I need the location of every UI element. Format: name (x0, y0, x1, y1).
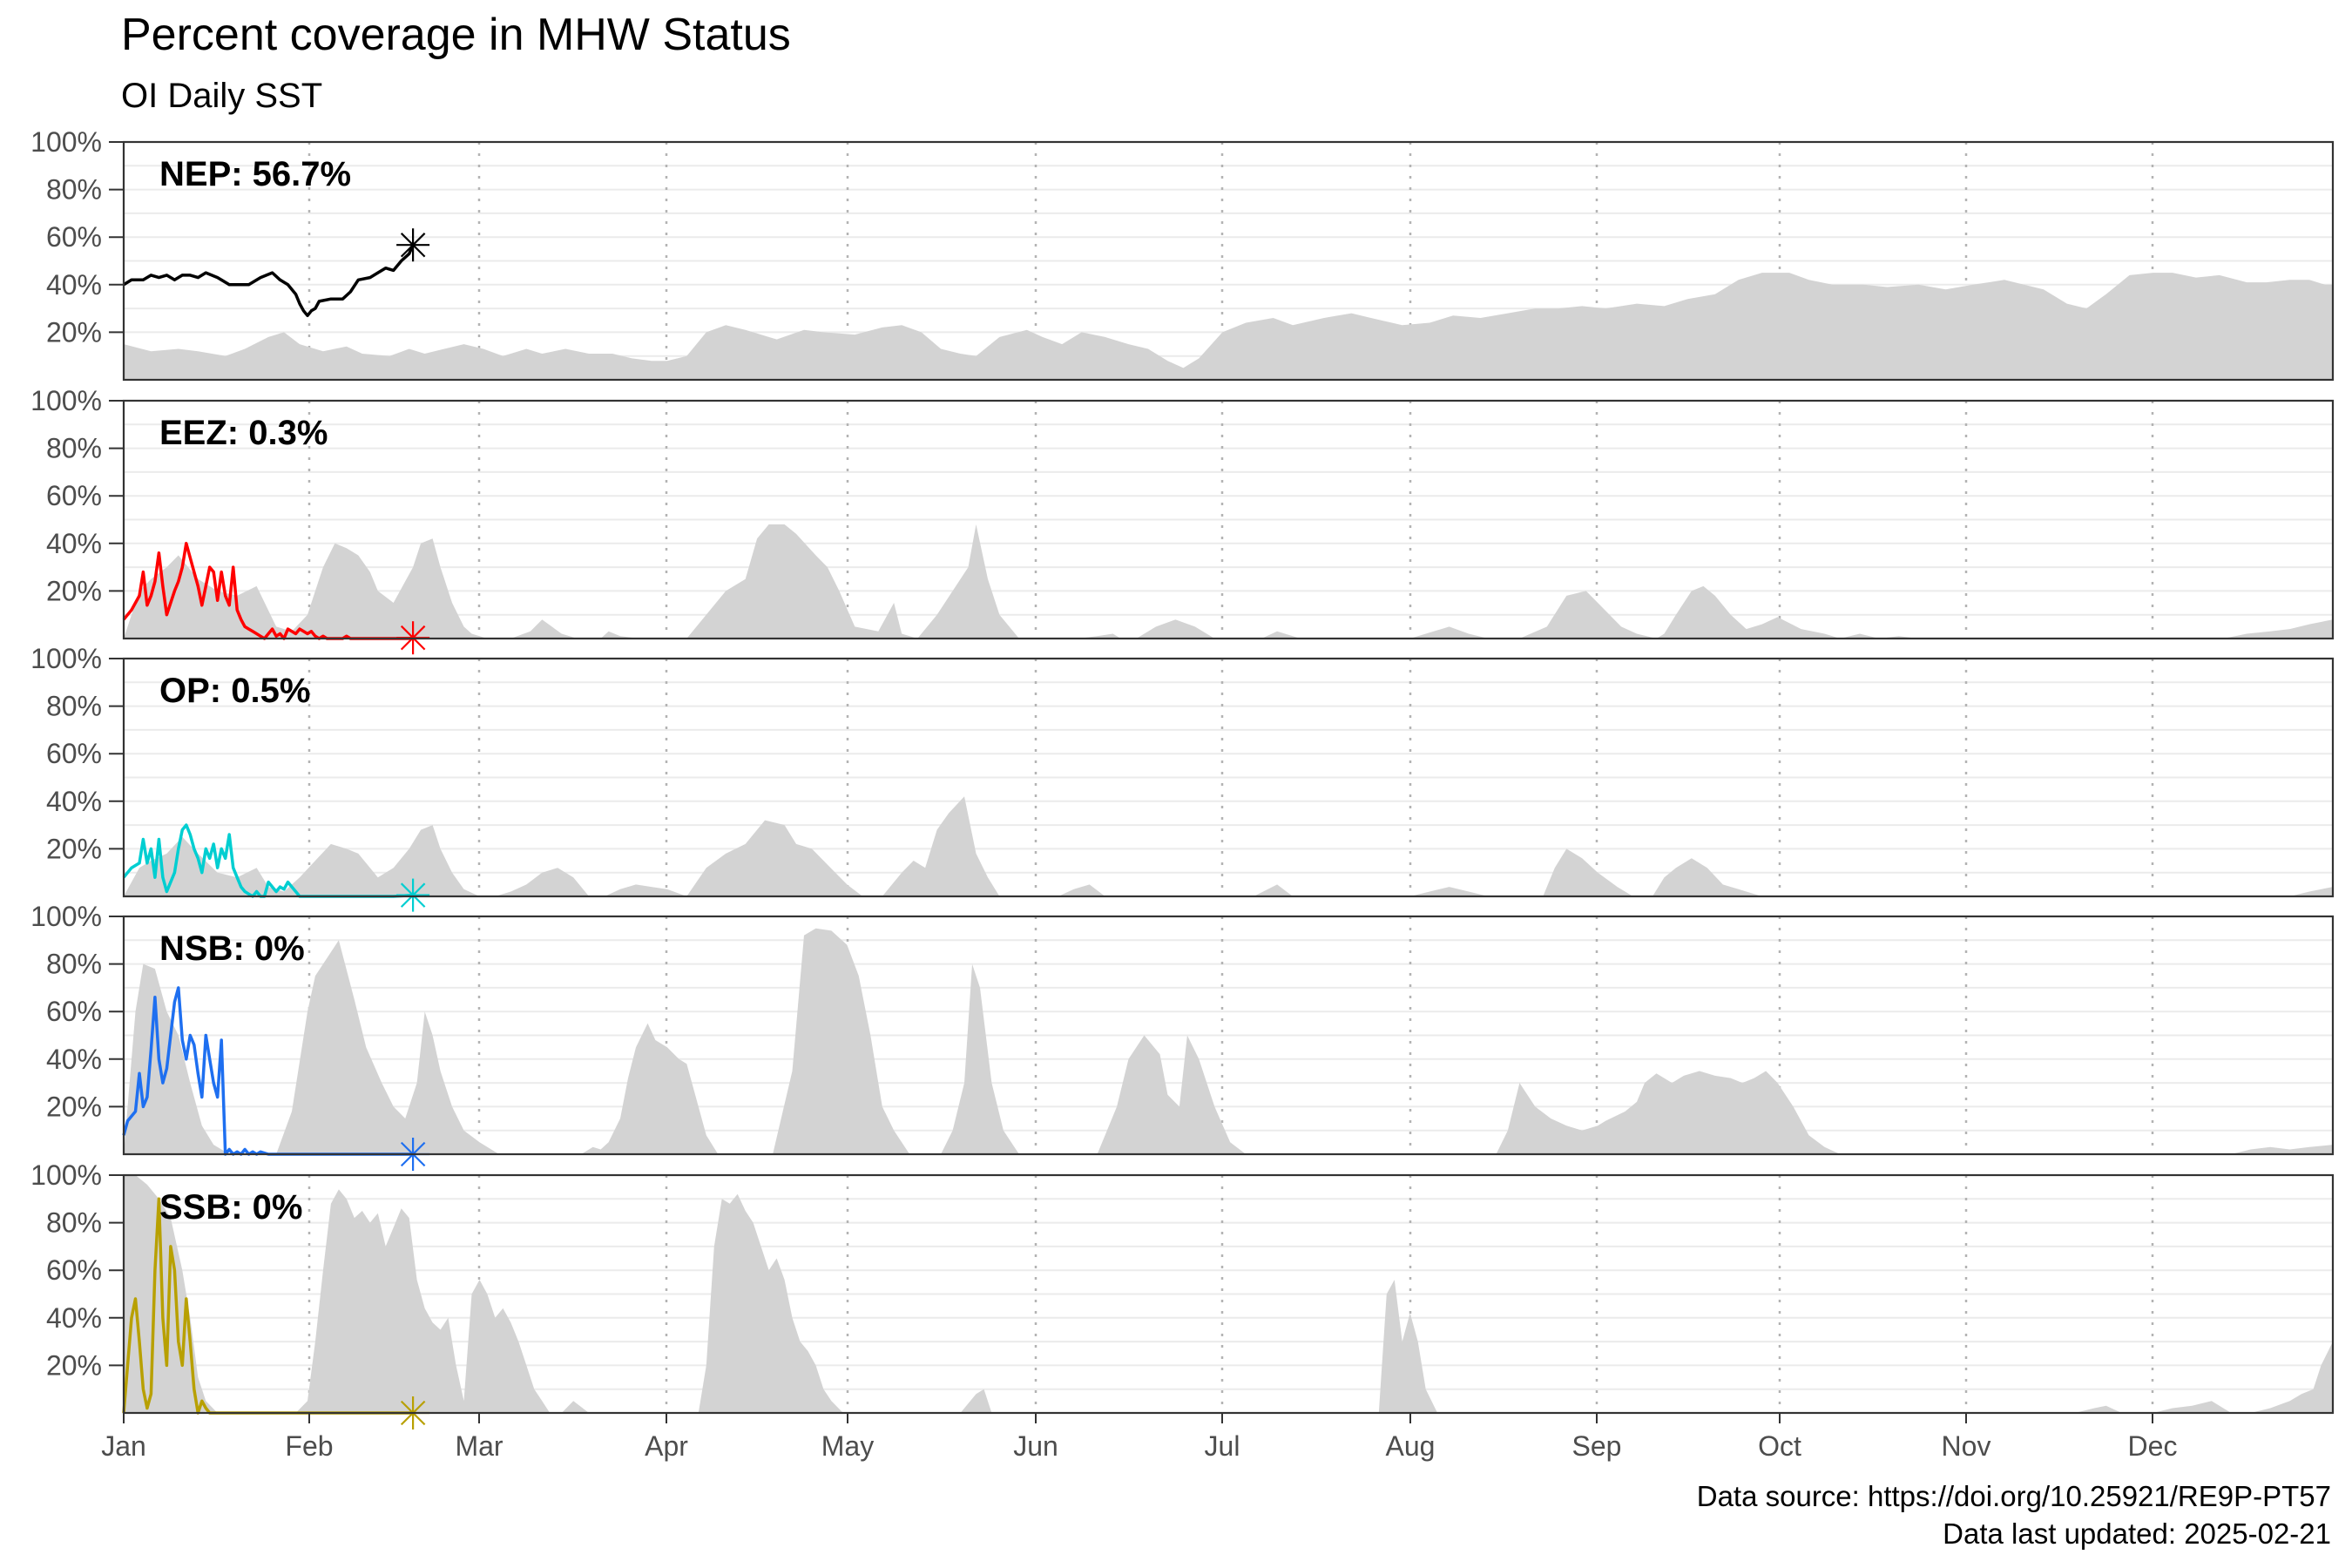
y-tick-label: 60% (46, 1254, 102, 1286)
latest-value-marker-op (396, 878, 430, 912)
data-updated-note: Data last updated: 2025-02-21 (1943, 1517, 2331, 1550)
y-tick-label: 20% (46, 1349, 102, 1381)
x-tick-label: Jan (101, 1430, 146, 1462)
panel-label-eez: EEZ: 0.3% (159, 414, 328, 452)
data-source-note: Data source: https://doi.org/10.25921/RE… (1696, 1480, 2331, 1512)
y-tick-label: 80% (46, 1207, 102, 1239)
panel-frame (122, 140, 2335, 382)
panel-frame (122, 915, 2335, 1156)
y-tick-label: 40% (46, 786, 102, 817)
y-tick-label: 80% (46, 433, 102, 464)
y-tick-label: 80% (46, 949, 102, 980)
chart-subtitle: OI Daily SST (121, 77, 323, 115)
y-tick-label: 60% (46, 738, 102, 769)
x-tick-label: Apr (645, 1430, 688, 1462)
y-tick-label: 40% (46, 1302, 102, 1334)
background-area-op (124, 796, 2333, 896)
chart-title: Percent coverage in MHW Status (121, 10, 791, 60)
y-tick-label: 60% (46, 221, 102, 253)
x-tick-label: Dec (2128, 1430, 2178, 1462)
background-area-eez (124, 524, 2333, 639)
y-tick-label: 80% (46, 174, 102, 206)
x-tick-label: Jun (1013, 1430, 1058, 1462)
x-tick-label: Jul (1205, 1430, 1240, 1462)
x-tick-label: Sep (1572, 1430, 1622, 1462)
current-year-line-nep (123, 244, 415, 318)
x-tick-label: Mar (455, 1430, 503, 1462)
y-tick-label: 40% (46, 269, 102, 301)
panel-frame (122, 1173, 2335, 1415)
y-tick-label: 20% (46, 1091, 102, 1122)
x-tick-label: Nov (1942, 1430, 1991, 1462)
y-tick-label: 20% (46, 833, 102, 864)
x-tick-label: Aug (1386, 1430, 1436, 1462)
panel-frame (122, 399, 2335, 640)
latest-value-marker-nep (396, 228, 430, 262)
x-tick-label: May (821, 1430, 874, 1462)
panel-label-ssb: SSB: 0% (159, 1188, 303, 1227)
y-tick-label: 100% (30, 1159, 102, 1191)
y-tick-label: 100% (30, 385, 102, 416)
y-tick-label: 80% (46, 691, 102, 722)
y-tick-label: 100% (30, 643, 102, 674)
background-area-nep (124, 273, 2333, 380)
caption: Data source: https://doi.org/10.25921/RE… (1697, 1477, 2331, 1552)
y-tick-label: 40% (46, 1044, 102, 1075)
y-tick-label: 100% (30, 126, 102, 158)
y-tick-label: 20% (46, 575, 102, 606)
panel-frame (122, 657, 2335, 898)
panel-label-nsb: NSB: 0% (159, 929, 305, 968)
background-area-ssb (124, 1175, 2333, 1413)
x-tick-label: Feb (285, 1430, 333, 1462)
y-tick-label: 60% (46, 996, 102, 1027)
x-tick-label: Oct (1758, 1430, 1801, 1462)
panel-label-op: OP: 0.5% (159, 672, 310, 710)
panel-label-nep: NEP: 56.7% (159, 155, 351, 193)
y-tick-label: 60% (46, 480, 102, 511)
y-tick-label: 100% (30, 901, 102, 932)
y-tick-label: 40% (46, 528, 102, 559)
background-area-nsb (124, 928, 2333, 1154)
y-tick-label: 20% (46, 316, 102, 348)
